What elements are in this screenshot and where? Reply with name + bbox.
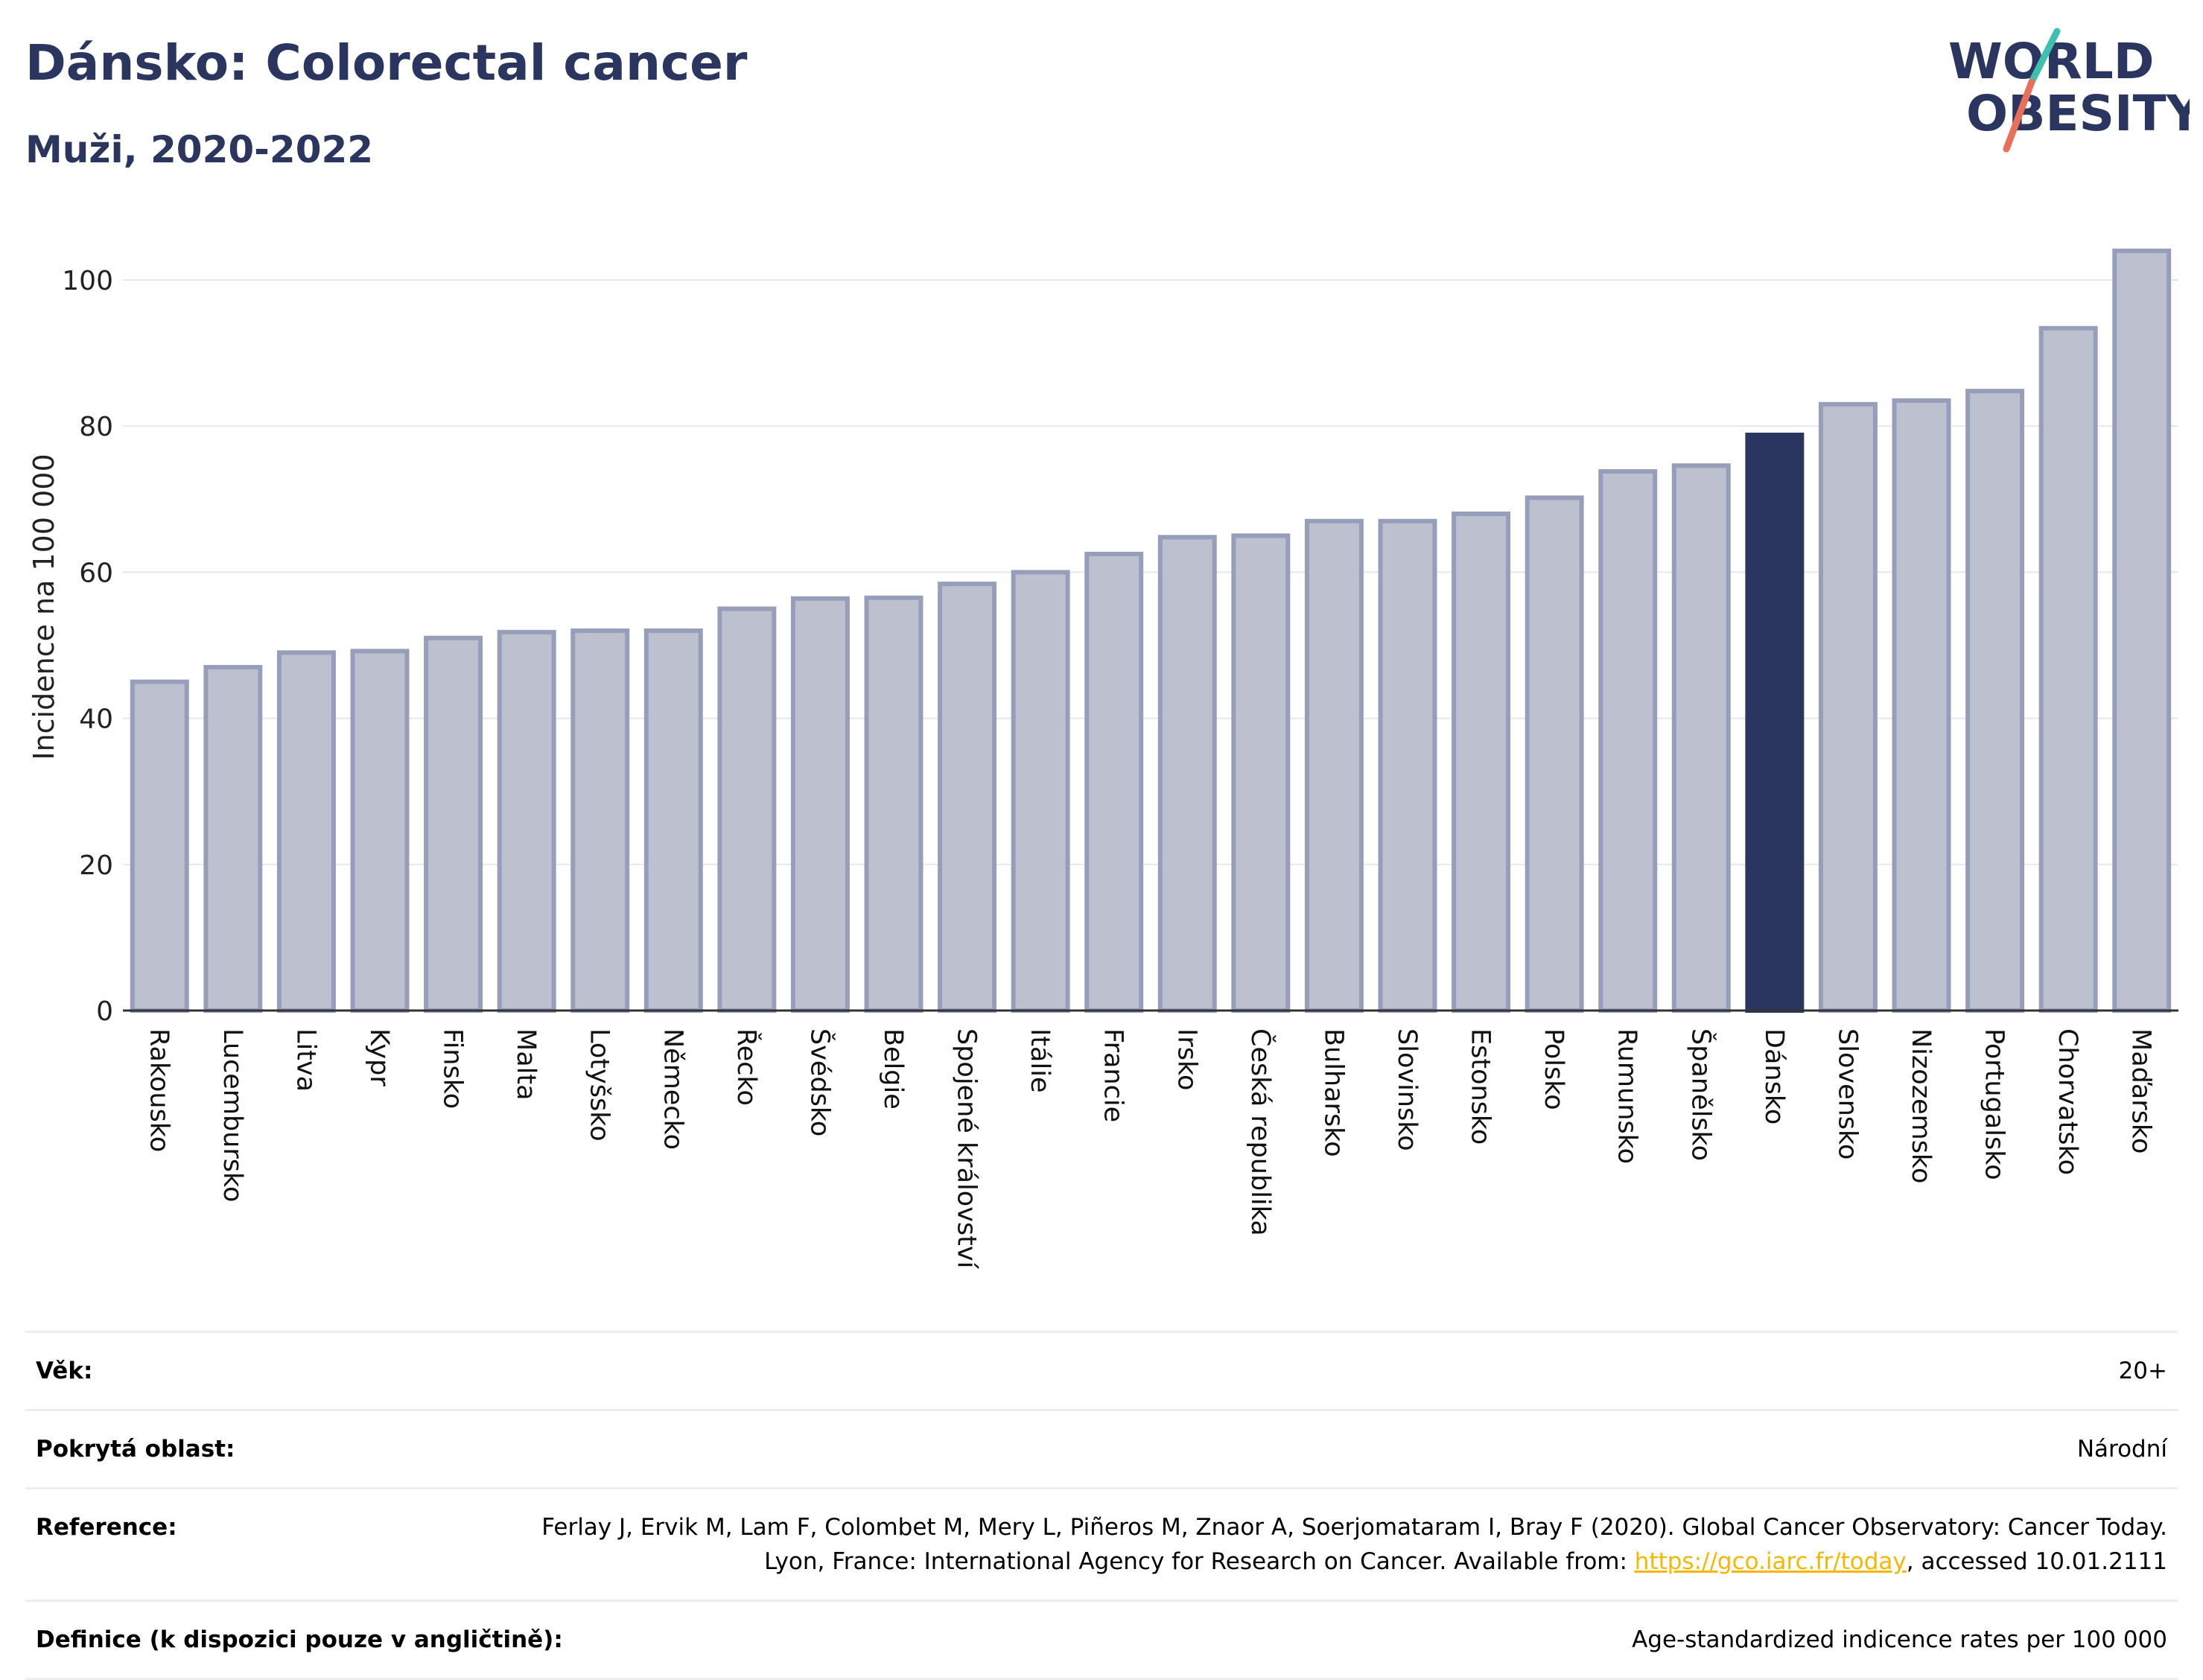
bar [1671, 463, 1731, 1013]
x-tick-label: Německo [658, 1028, 687, 1150]
reference-text: Ferlay J, Ervik M, Lam F, Colombet M, Me… [541, 1514, 2167, 1575]
y-tick-labels: 0 20 40 60 80 100 [62, 266, 113, 1027]
bar [1818, 401, 1878, 1013]
x-tick-label: Slovensko [1832, 1028, 1862, 1159]
bar [1525, 495, 1584, 1013]
bar [717, 606, 777, 1013]
bar [864, 595, 924, 1013]
x-tick-label: Kypr [364, 1028, 394, 1086]
info-label-reference: Reference: [36, 1514, 177, 1541]
x-tick-label: Portugalsko [1980, 1028, 2009, 1180]
bar [276, 650, 336, 1013]
y-tick-label: 100 [62, 266, 113, 296]
x-tick-label: Slovinsko [1392, 1028, 1422, 1151]
bar [1965, 389, 2025, 1013]
x-tick-label: Lucembursko [217, 1028, 247, 1202]
x-tick-label: Lotyšsko [585, 1028, 614, 1142]
bar [1304, 518, 1364, 1013]
bar [350, 649, 410, 1013]
x-tick-label: Chorvatsko [2053, 1028, 2082, 1175]
bar [1892, 398, 1951, 1013]
bar [1598, 469, 1658, 1013]
reference-accessed: , accessed 10.01.2111 [1906, 1548, 2167, 1575]
bar [203, 664, 263, 1013]
x-tick-label: Nizozemsko [1906, 1028, 1936, 1183]
bar [130, 679, 189, 1013]
bar [790, 596, 850, 1013]
info-label-age: Věk: [36, 1358, 93, 1384]
y-tick-label: 40 [79, 704, 113, 735]
bar [1084, 551, 1144, 1013]
bar [1452, 511, 1511, 1013]
bar [1378, 518, 1437, 1013]
x-tick-labels: Rakousko Lucembursko Litva Kypr Finsko Malta L… [144, 1028, 2155, 1270]
x-tick-label: Spojené království [952, 1028, 982, 1270]
x-tick-label: Belgie [878, 1028, 908, 1110]
x-tick-label: Irsko [1172, 1028, 1201, 1090]
bar [570, 628, 630, 1014]
y-tick-label: 60 [79, 558, 113, 588]
x-tick-label: Rakousko [144, 1028, 174, 1152]
logo-line2: OBESITY [1966, 85, 2190, 142]
chart-subtitle: Muži, 2020-2022 [25, 128, 374, 171]
info-table: Věk: 20+ Pokrytá oblast: Národní Referen… [25, 1331, 2178, 1680]
x-tick-label: Polsko [1539, 1028, 1568, 1110]
info-value-definition: Age-standardized indicence rates per 100… [1632, 1626, 2167, 1653]
x-tick-label: Malta [511, 1028, 541, 1101]
reference-link[interactable]: https://gco.iarc.fr/today [1634, 1548, 1907, 1575]
x-tick-label: Španělsko [1685, 1028, 1717, 1161]
bar [1231, 533, 1291, 1013]
x-tick-label: Itálie [1025, 1028, 1055, 1092]
x-tick-label: Dánsko [1759, 1028, 1789, 1124]
info-label-definition: Definice (k dispozici pouze v angličtině… [36, 1626, 563, 1653]
x-tick-label: Švédsko [804, 1028, 836, 1136]
info-value-coverage: Národní [2076, 1436, 2167, 1463]
y-tick-label: 20 [79, 850, 113, 881]
bar-highlighted [1745, 433, 1805, 1013]
x-tick-label: Maďarsko [2126, 1028, 2156, 1154]
y-axis-label: Incidence na 100 000 [28, 454, 60, 760]
logo-slash-top [2028, 28, 2061, 86]
bar [1011, 570, 1070, 1013]
bar [497, 629, 556, 1013]
info-row-coverage: Pokrytá oblast: Národní [25, 1409, 2178, 1487]
x-tick-label: Česká republika [1245, 1028, 1277, 1236]
info-value-age: 20+ [2118, 1358, 2167, 1384]
info-row-reference: Reference: Ferlay J, Ervik M, Lam F, Col… [25, 1487, 2178, 1600]
logo-slash-bottom [2003, 78, 2035, 153]
bar [938, 582, 997, 1013]
chart-title: Dánsko: Colorectal cancer [25, 34, 748, 92]
bar [424, 635, 483, 1013]
bar [2038, 325, 2098, 1013]
world-obesity-logo: WORLD OBESITY [1948, 28, 2190, 153]
bar [1157, 535, 1217, 1013]
info-value-reference: Ferlay J, Ervik M, Lam F, Colombet M, Me… [492, 1510, 2167, 1579]
x-tick-label: Finsko [438, 1028, 468, 1109]
bar [643, 628, 703, 1014]
x-tick-label: Bulharsko [1318, 1028, 1348, 1157]
bars [130, 248, 2172, 1014]
x-tick-label: Rumunsko [1612, 1028, 1642, 1164]
info-label-coverage: Pokrytá oblast: [36, 1436, 235, 1463]
info-row-definition: Definice (k dispozici pouze v angličtině… [25, 1600, 2178, 1680]
bar-chart: 0 20 40 60 80 100 Rakousko Lucembursko Litva Kyp… [28, 248, 2178, 1270]
x-tick-label: Litva [290, 1028, 320, 1092]
y-tick-label: 80 [79, 412, 113, 442]
x-tick-label: Francie [1099, 1028, 1128, 1122]
x-tick-label: Řecko [731, 1028, 763, 1106]
y-tick-label: 0 [96, 996, 113, 1027]
info-row-age: Věk: 20+ [25, 1331, 2178, 1409]
x-tick-label: Estonsko [1466, 1028, 1495, 1145]
bar [2112, 248, 2172, 1013]
